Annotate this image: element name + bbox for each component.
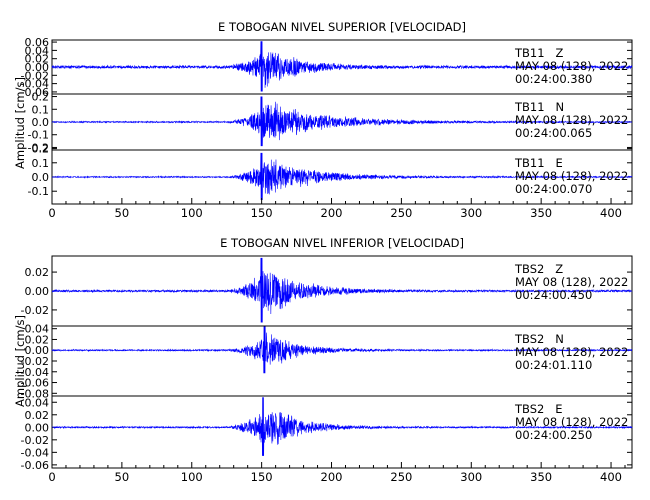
- x-tick-label: 300: [460, 206, 482, 220]
- trace-tbs2-n: [51, 326, 633, 374]
- trace-tb11-e: [51, 152, 633, 200]
- y-tick-label: 0.0: [32, 116, 50, 129]
- lower-group: E TOBOGAN NIVEL INFERIOR [VELOCIDAD] Amp…: [13, 236, 633, 484]
- x-tick-label: 250: [390, 470, 412, 484]
- y-tick-label: 0.04: [25, 323, 50, 336]
- y-tick-label: -0.04: [21, 446, 49, 459]
- y-tick-label: -0.02: [21, 355, 49, 368]
- time-label: 00:24:00.070: [515, 182, 592, 196]
- upper-group: E TOBOGAN NIVEL SUPERIOR [VELOCIDAD] Amp…: [13, 20, 633, 220]
- y-tick-label: -0.06: [21, 459, 49, 472]
- x-tick-label: 200: [321, 470, 343, 484]
- trace-tbs2-z: [51, 257, 633, 323]
- y-tick-label: 0.2: [32, 91, 50, 104]
- component-label: TBS2 E: [514, 402, 563, 416]
- y-tick-label: -0.2: [28, 141, 49, 154]
- trace-tb11-z: [51, 41, 633, 92]
- component-label: TBS2 N: [514, 332, 564, 346]
- upper-y-axis-label: Amplitud [cm/s]: [13, 77, 27, 169]
- x-tick-label: 300: [460, 470, 482, 484]
- date-label: MAY 08 (128), 2022: [515, 59, 628, 73]
- y-tick-label: 0.04: [25, 396, 50, 409]
- trace-tb11-n: [51, 96, 633, 147]
- component-label: TB11 N: [514, 100, 564, 114]
- time-label: 00:24:00.065: [515, 126, 592, 140]
- x-tick-label: 250: [390, 206, 412, 220]
- x-tick-label: 150: [251, 470, 273, 484]
- x-tick-label: 350: [530, 206, 552, 220]
- upper-title: E TOBOGAN NIVEL SUPERIOR [VELOCIDAD]: [218, 20, 466, 34]
- date-label: MAY 08 (128), 2022: [515, 275, 628, 289]
- y-tick-label: -0.1: [28, 185, 49, 198]
- y-tick-label: 0.02: [25, 266, 50, 279]
- x-tick-label: 400: [600, 206, 622, 220]
- y-tick-label: 0.06: [25, 36, 50, 49]
- y-tick-label: 0.00: [25, 61, 50, 74]
- date-label: MAY 08 (128), 2022: [515, 415, 628, 429]
- lower-y-axis-label: Amplitud [cm/s]: [13, 315, 27, 407]
- time-label: 00:24:00.250: [515, 428, 592, 442]
- time-label: 00:24:00.450: [515, 288, 592, 302]
- upper-panel-1: 0.060.040.020.00-0.02-0.04-0.06 TB11 ZMAY…: [21, 36, 633, 99]
- x-tick-label: 400: [600, 470, 622, 484]
- y-tick-label: 0.00: [25, 344, 50, 357]
- x-tick-label: 350: [530, 470, 552, 484]
- date-label: MAY 08 (128), 2022: [515, 113, 628, 127]
- component-label: TB11 E: [514, 156, 563, 170]
- y-tick-label: 0.00: [25, 285, 50, 298]
- y-tick-label: 0.0: [32, 171, 50, 184]
- component-label: TBS2 Z: [514, 262, 563, 276]
- y-tick-label: -0.02: [21, 304, 49, 317]
- y-tick-label: 0.02: [25, 333, 50, 346]
- x-tick-label: 100: [181, 206, 203, 220]
- y-tick-label: -0.08: [21, 387, 49, 400]
- x-tick-label: 0: [48, 470, 55, 484]
- x-tick-label: 150: [251, 206, 273, 220]
- y-tick-label: 0.04: [25, 44, 50, 57]
- x-tick-label: 50: [115, 470, 130, 484]
- lower-panel-2: 0.040.020.00-0.02-0.04-0.06-0.08 TBS2 NMA…: [21, 323, 633, 400]
- y-tick-label: 0.2: [32, 143, 50, 156]
- y-tick-label: 0.02: [25, 409, 50, 422]
- date-label: MAY 08 (128), 2022: [515, 169, 628, 183]
- y-tick-label: -0.04: [21, 78, 49, 91]
- x-tick-label: 100: [181, 470, 203, 484]
- x-tick-label: 50: [115, 206, 130, 220]
- x-tick-label: 0: [48, 206, 55, 220]
- y-tick-label: -0.1: [28, 129, 49, 142]
- y-tick-label: -0.04: [21, 366, 49, 379]
- trace-tbs2-e: [51, 397, 633, 456]
- y-tick-label: 0.00: [25, 421, 50, 434]
- y-tick-label: -0.02: [21, 434, 49, 447]
- y-tick-label: -0.06: [21, 86, 49, 99]
- panel-frame: [51, 395, 633, 469]
- y-tick-label: 0.1: [32, 157, 50, 170]
- x-tick-label: 200: [321, 206, 343, 220]
- time-label: 00:24:00.380: [515, 72, 592, 86]
- y-tick-label: 0.02: [25, 53, 50, 66]
- lower-title: E TOBOGAN NIVEL INFERIOR [VELOCIDAD]: [220, 236, 464, 250]
- date-label: MAY 08 (128), 2022: [515, 345, 628, 359]
- time-label: 00:24:01.110: [515, 358, 592, 372]
- y-tick-label: -0.06: [21, 377, 49, 390]
- y-tick-label: 0.1: [32, 103, 50, 116]
- y-tick-label: -0.02: [21, 69, 49, 82]
- component-label: TB11 Z: [514, 46, 564, 60]
